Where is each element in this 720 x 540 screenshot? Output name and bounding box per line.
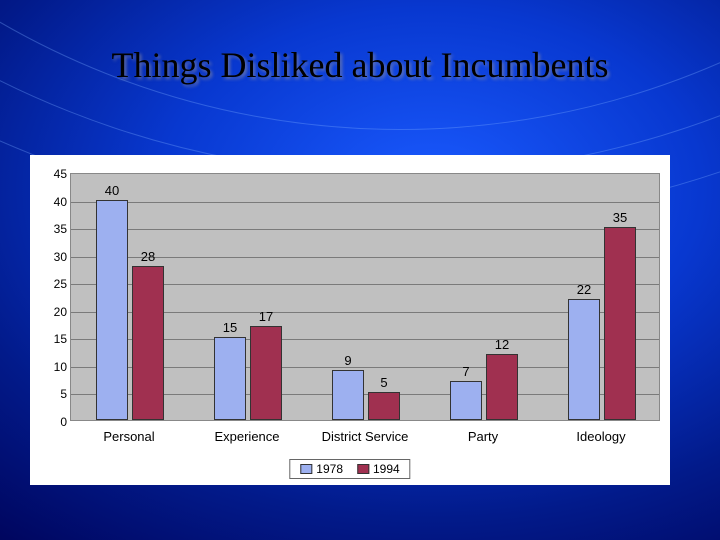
data-label: 9: [328, 353, 368, 368]
gridline: [71, 229, 659, 230]
bar: [250, 326, 282, 420]
x-label: Party: [468, 429, 498, 444]
bar: [132, 266, 164, 420]
y-tick: 15: [39, 332, 67, 346]
legend-item: 1994: [357, 462, 400, 476]
y-tick: 10: [39, 360, 67, 374]
page-title: Things Disliked about Incumbents: [0, 44, 720, 86]
data-label: 28: [128, 249, 168, 264]
gridline: [71, 202, 659, 203]
y-tick: 45: [39, 167, 67, 181]
legend-label: 1994: [373, 462, 400, 476]
x-label: Personal: [103, 429, 154, 444]
y-tick: 5: [39, 387, 67, 401]
y-tick: 30: [39, 250, 67, 264]
bar: [332, 370, 364, 420]
legend-swatch: [300, 464, 312, 474]
data-label: 35: [600, 210, 640, 225]
data-label: 5: [364, 375, 404, 390]
legend-item: 1978: [300, 462, 343, 476]
bar: [450, 381, 482, 420]
legend-swatch: [357, 464, 369, 474]
y-tick: 25: [39, 277, 67, 291]
data-label: 7: [446, 364, 486, 379]
bar: [486, 354, 518, 420]
data-label: 22: [564, 282, 604, 297]
x-label: Ideology: [576, 429, 625, 444]
bar: [96, 200, 128, 420]
x-label: District Service: [322, 429, 409, 444]
data-label: 12: [482, 337, 522, 352]
bar: [568, 299, 600, 420]
data-label: 17: [246, 309, 286, 324]
y-tick: 40: [39, 195, 67, 209]
plot-area: 05101520253035404540281517957122235: [70, 173, 660, 421]
legend: 1978 1994: [289, 459, 410, 479]
y-tick: 0: [39, 415, 67, 429]
legend-label: 1978: [316, 462, 343, 476]
bar: [604, 227, 636, 420]
bar: [214, 337, 246, 420]
data-label: 15: [210, 320, 250, 335]
y-tick: 35: [39, 222, 67, 236]
x-label: Experience: [214, 429, 279, 444]
y-tick: 20: [39, 305, 67, 319]
bar: [368, 392, 400, 420]
data-label: 40: [92, 183, 132, 198]
chart-panel: 05101520253035404540281517957122235 1978…: [30, 155, 670, 485]
